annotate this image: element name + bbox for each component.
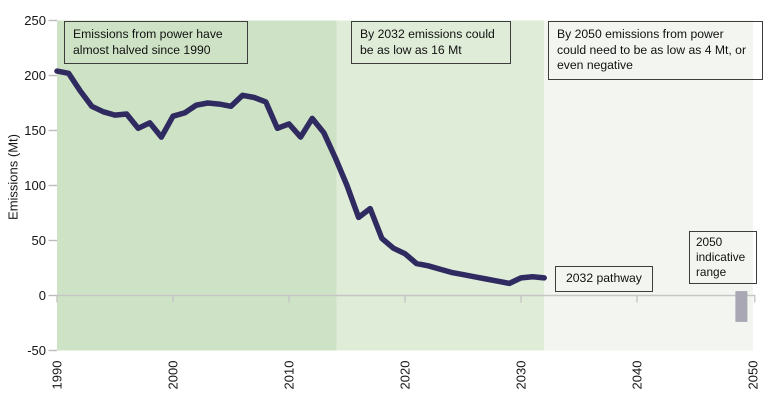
pathway-2032-label: 2032 pathway [555,266,653,292]
historic-band [57,20,337,351]
y-tick-label: 250 [24,12,46,28]
x-tick-label: 2030 [513,360,529,390]
y-tick-label: -50 [27,342,46,358]
emissions-line [54,68,547,287]
x-tick-label: 2010 [281,360,297,390]
annotation-halved-since-1990: Emissions from power have almost halved … [64,21,248,65]
x-tick-label: 2050 [745,360,761,390]
x-tick-label: 1990 [49,360,65,390]
annotation-2032-as-low-as-16: By 2032 emissions could be as low as 16 … [351,21,511,65]
indicative-range-2050-label: 2050 indicative range [689,231,757,285]
pathway-band [336,20,545,351]
y-tick-label: 200 [24,67,46,83]
annotation-2050-as-low-as-4: By 2050 emissions from power could need … [548,21,763,80]
x-tick-label: 2000 [165,360,181,390]
x-tick-label: 2020 [397,360,413,390]
y-tick-label: 150 [24,122,46,138]
y-tick-label: 0 [38,287,46,303]
y-tick-label: 100 [24,177,46,193]
x-tick-label: 2040 [629,360,645,390]
y-tick-label: 50 [31,232,46,248]
indicative-range-bar [735,291,748,322]
